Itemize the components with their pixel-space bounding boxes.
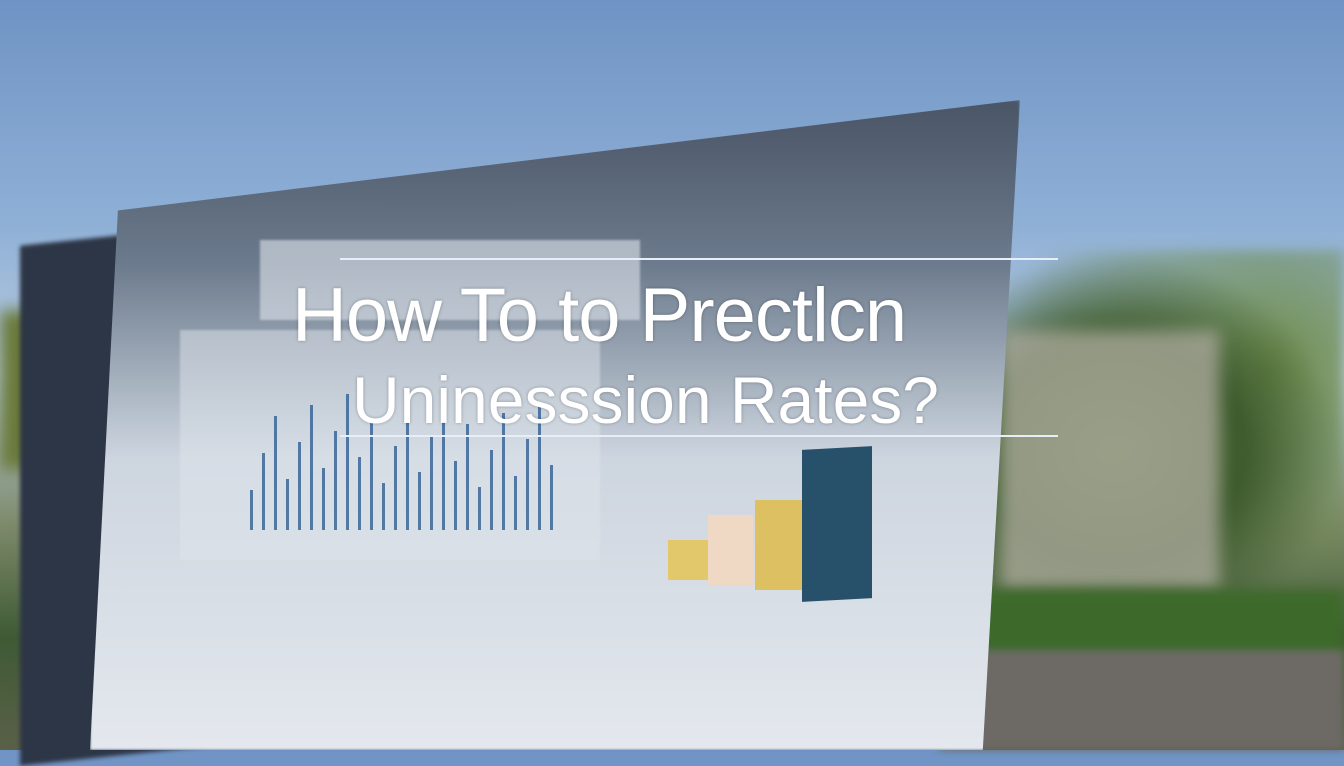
screen-bar [262, 453, 265, 530]
chart-bar-peach [708, 515, 753, 585]
screen-bar [526, 439, 529, 530]
screen-bar [454, 461, 457, 530]
screen-bar [430, 435, 433, 530]
screen-bar [298, 442, 301, 530]
screen-bar [502, 413, 505, 530]
chart-bar-dark [802, 446, 872, 602]
screen-bar [322, 468, 325, 530]
screen-bar [442, 398, 445, 530]
chart-bar-yellow [755, 500, 805, 590]
screen-bar [394, 446, 397, 530]
screen-bar [370, 420, 373, 530]
screen-panel [260, 240, 640, 320]
screen-bar [250, 490, 253, 530]
divider-top [340, 258, 1058, 260]
screen-bar [346, 394, 349, 530]
blurred-building [1000, 330, 1220, 590]
road [940, 650, 1344, 750]
screen-bar [538, 402, 541, 530]
headline-line2: Uninesssion Rates? [352, 363, 939, 437]
screen-bar [286, 479, 289, 530]
screen-bar [406, 409, 409, 530]
screen-bar [550, 465, 553, 530]
headline-line1: How To to Prectlcn [292, 273, 907, 358]
screen-bar [358, 457, 361, 530]
screen-bar [466, 424, 469, 530]
screen-bar [514, 476, 517, 530]
screen-bar [310, 405, 313, 530]
divider-bottom [340, 435, 1058, 437]
screen-bar [478, 487, 481, 530]
screen-bar [274, 416, 277, 530]
screen-bar-chart [250, 380, 580, 530]
screen-bar [382, 483, 385, 530]
screen-bar [418, 472, 421, 530]
screen-bar [490, 450, 493, 530]
chart-bar-yellow-small [668, 540, 708, 580]
screen-bar [334, 431, 337, 530]
